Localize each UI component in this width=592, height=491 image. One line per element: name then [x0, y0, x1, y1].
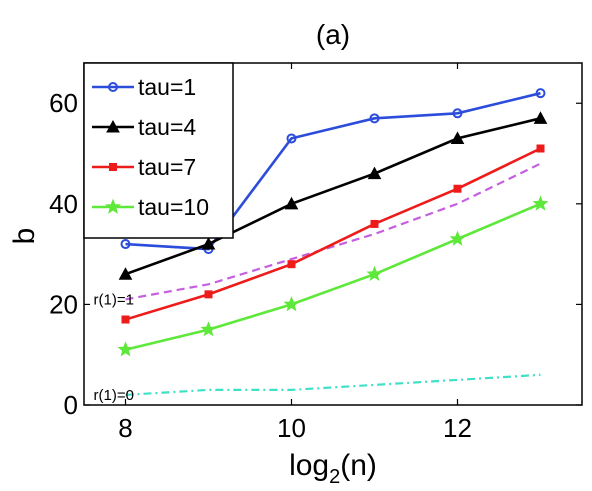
data-point — [535, 88, 546, 99]
y-axis-label: b — [8, 228, 41, 245]
data-point — [118, 267, 133, 280]
y-tick-label: 0 — [64, 390, 78, 420]
legend-marker — [106, 119, 120, 133]
x-tick-label: 8 — [118, 413, 132, 443]
data-point — [286, 133, 297, 144]
data-point — [532, 195, 549, 211]
data-point — [453, 184, 462, 193]
legend-entry-label: tau=10 — [138, 194, 209, 220]
legend-entry-label: tau=1 — [138, 74, 196, 100]
data-point — [201, 237, 216, 250]
legend-marker — [108, 82, 118, 92]
series-line — [125, 147, 542, 321]
x-axis-label-sub: 2 — [329, 466, 340, 488]
series-line — [125, 117, 541, 276]
data-point — [450, 131, 465, 144]
axis-ticks: 8 10 12 0 20 40 60 — [49, 63, 582, 443]
data-point — [117, 341, 134, 357]
legend-entry-label: tau=4 — [138, 114, 196, 140]
data-point — [369, 113, 380, 124]
data-point — [200, 321, 217, 337]
reference-lines — [125, 162, 541, 396]
legend: tau=1 tau=4 tau=7 tau=10 — [83, 62, 234, 239]
legend-entry-label: tau=7 — [138, 154, 196, 180]
data-point — [121, 315, 130, 324]
series-line — [125, 202, 542, 351]
data-point — [367, 166, 382, 180]
data-point — [283, 296, 300, 312]
x-axis-label-rest: (n) — [340, 449, 377, 482]
series-lines — [117, 88, 549, 357]
annotations: r(1)=1 r(1)=0 — [94, 291, 134, 404]
legend-marker — [104, 198, 122, 214]
y-tick-label: 60 — [49, 88, 78, 118]
legend-box — [83, 62, 234, 239]
legend-marker — [109, 163, 117, 171]
reference-line — [125, 373, 541, 396]
data-point — [204, 290, 213, 299]
data-point — [287, 260, 296, 269]
data-point — [533, 111, 548, 124]
reference-line — [125, 162, 541, 301]
data-point — [449, 230, 466, 246]
data-point — [536, 144, 545, 153]
reference-line-label: r(1)=1 — [94, 291, 134, 308]
reference-line-label: r(1)=0 — [94, 387, 134, 404]
data-point — [370, 219, 379, 228]
y-tick-label: 40 — [49, 189, 78, 219]
data-point — [120, 239, 131, 250]
x-axis-label-base: log — [289, 449, 329, 482]
x-tick-label: 12 — [443, 413, 472, 443]
data-point — [452, 108, 463, 119]
chart-title: (a) — [316, 19, 350, 50]
data-point — [284, 196, 299, 210]
x-tick-label: 10 — [277, 413, 306, 443]
y-tick-label: 20 — [49, 289, 78, 319]
data-point — [366, 265, 383, 282]
x-axis-label: log2(n) — [289, 449, 377, 488]
